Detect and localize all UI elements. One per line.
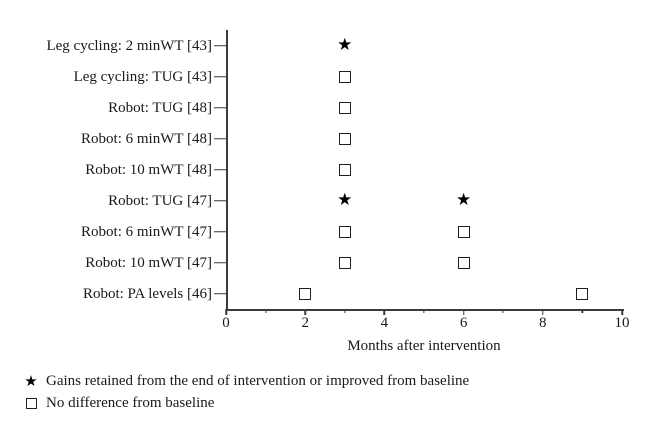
x-axis-tick-label: 8: [539, 315, 547, 331]
category-label: Robot: 10 mWT [47]: [85, 254, 212, 271]
x-axis-major-tick: [542, 309, 544, 315]
legend-square-icon: [22, 397, 40, 409]
square-marker: [576, 287, 589, 300]
x-axis-tick-label: 10: [614, 315, 630, 331]
y-axis-tick: [214, 44, 226, 47]
square-marker: [338, 101, 351, 114]
star-marker: ★: [337, 34, 353, 55]
x-axis-major-tick: [304, 309, 306, 315]
square-icon: [25, 397, 37, 409]
y-axis-tick: [214, 75, 226, 78]
category-label: Robot: 6 minWT [47]: [81, 223, 212, 240]
x-axis-line: [226, 309, 624, 311]
x-axis-minor-tick: [423, 309, 425, 313]
square-marker: [338, 225, 351, 238]
category-label: Robot: TUG [48]: [108, 99, 212, 116]
category-label: Robot: TUG [47]: [108, 192, 212, 209]
x-axis-major-tick: [621, 309, 623, 315]
x-axis-major-tick: [225, 309, 227, 315]
y-axis-tick: [214, 199, 226, 202]
x-axis-major-tick: [462, 309, 465, 315]
x-axis-tick-label: 0: [222, 315, 230, 331]
x-axis-minor-tick: [581, 309, 584, 313]
y-axis-tick: [214, 168, 226, 171]
y-axis-tick: [214, 261, 226, 264]
x-axis-tick-label: 6: [459, 315, 468, 331]
legend-item: ★ Gains retained from the end of interven…: [22, 371, 469, 393]
y-axis-tick: [214, 292, 226, 295]
legend: ★ Gains retained from the end of interven…: [22, 371, 469, 414]
x-axis-major-tick: [383, 309, 386, 315]
star-marker: ★: [455, 189, 472, 210]
y-axis-tick: [214, 106, 226, 109]
category-label: Robot: 6 minWT [48]: [81, 130, 212, 147]
star-icon: ★: [24, 372, 38, 391]
square-marker: [338, 70, 351, 83]
x-axis-title: Months after intervention: [347, 338, 501, 354]
legend-item: No difference from baseline: [22, 393, 469, 415]
x-axis-minor-tick: [502, 309, 504, 313]
square-marker: [457, 256, 470, 269]
category-label: Robot: 10 mWT [48]: [85, 161, 212, 178]
category-label: Leg cycling: TUG [43]: [73, 68, 212, 85]
square-marker: [299, 287, 312, 300]
x-axis-tick-label: 2: [301, 315, 309, 331]
square-marker: [338, 163, 351, 176]
star-marker: ★: [337, 189, 353, 210]
square-marker: [338, 132, 351, 145]
x-axis-minor-tick: [264, 309, 267, 313]
category-label: Leg cycling: 2 minWT [43]: [46, 37, 212, 54]
y-axis-line: [226, 30, 228, 310]
category-label: Robot: PA levels [46]: [82, 285, 212, 302]
legend-label: Gains retained from the end of intervent…: [46, 373, 470, 390]
y-axis-tick: [214, 230, 226, 233]
legend-label: No difference from baseline: [46, 394, 215, 411]
square-marker: [457, 225, 470, 238]
x-axis-tick-label: 4: [380, 315, 389, 331]
x-axis-minor-tick: [344, 309, 346, 313]
y-axis-tick: [214, 137, 226, 140]
square-marker: [338, 256, 351, 269]
legend-star-icon: ★: [22, 374, 40, 389]
